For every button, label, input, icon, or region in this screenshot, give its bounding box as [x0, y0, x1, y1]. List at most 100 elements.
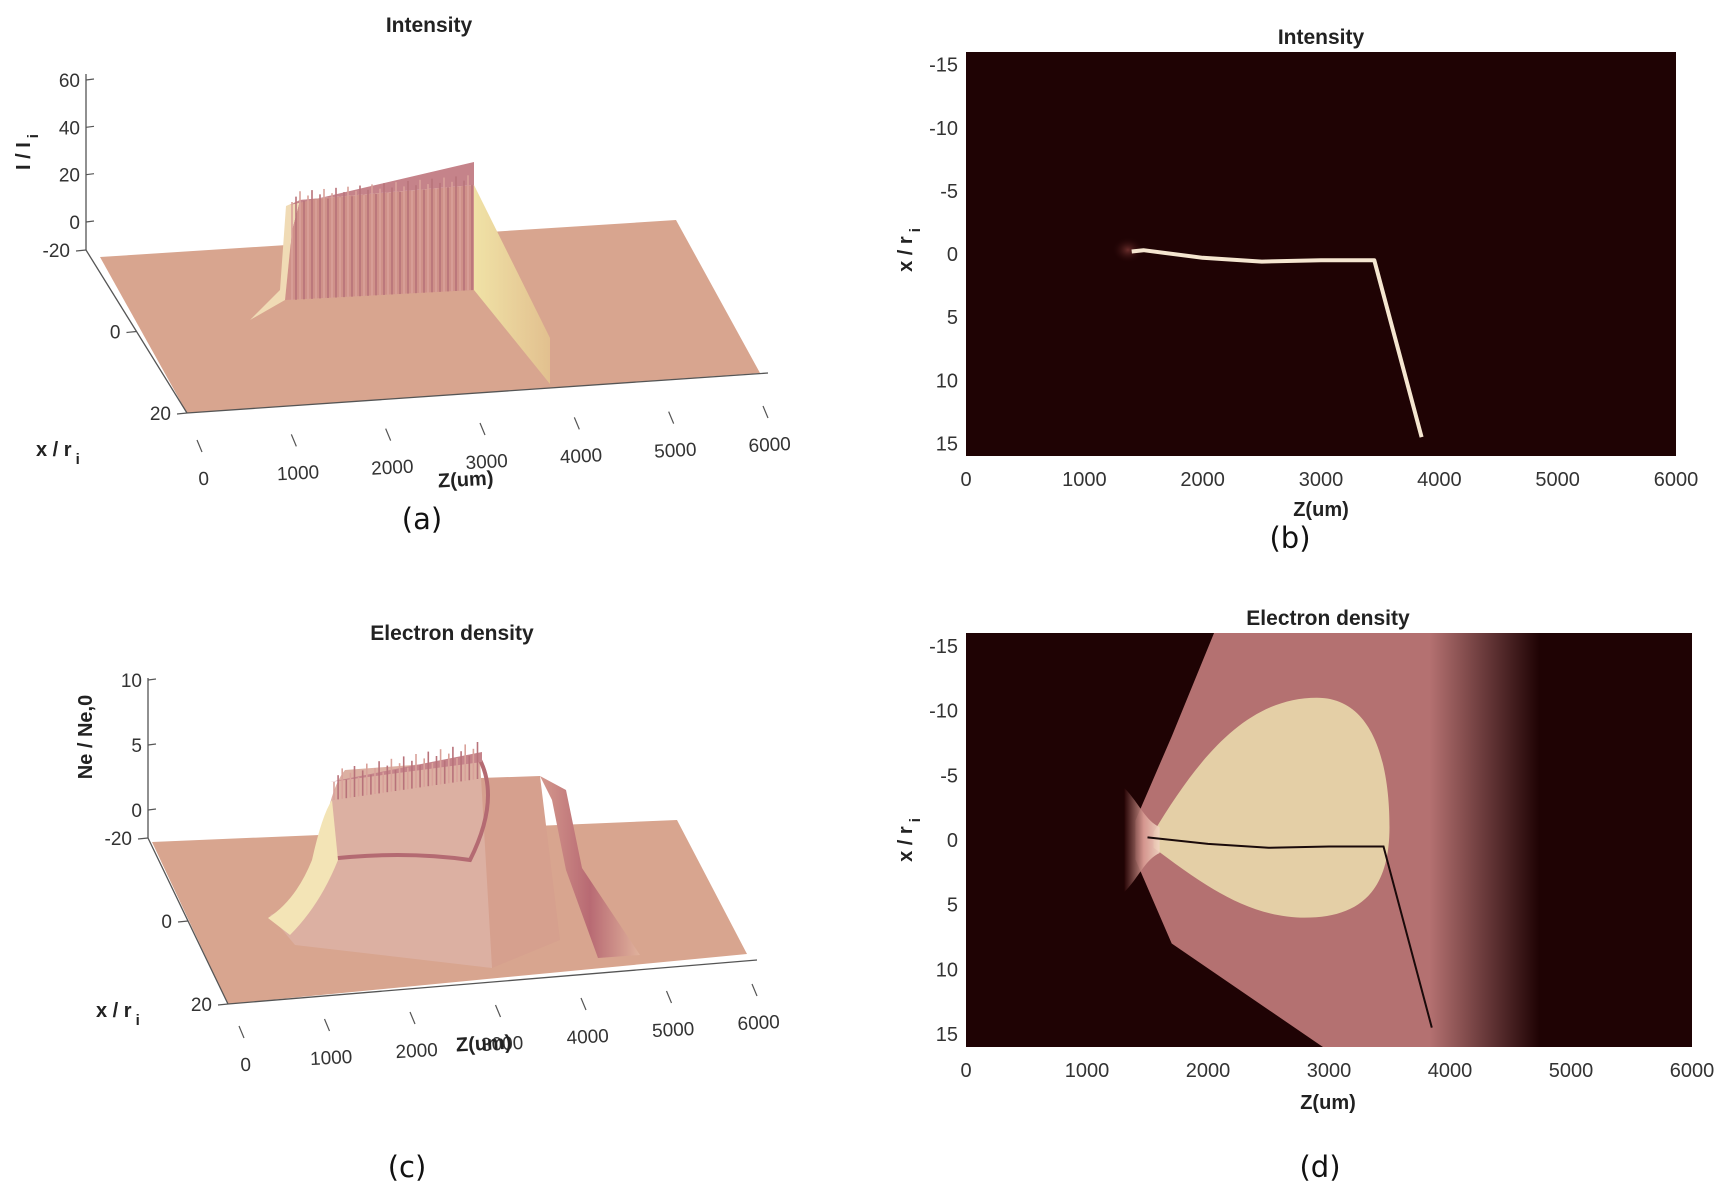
panel-c-caption: (c)	[388, 1150, 427, 1184]
a-y-tickmark	[176, 412, 188, 415]
panel-d: Electron density 0 1000 2000 3000 4000 5000 60…	[895, 607, 1714, 1184]
c-x-tick-label: 4000	[566, 1026, 609, 1049]
c-z-tickmark	[147, 743, 157, 746]
d-x-tick-label: 0	[960, 1060, 971, 1082]
d-y-tick-label: 5	[947, 895, 958, 917]
b-x-tick-label: 3000	[1299, 469, 1344, 491]
b-y-tick-label: -10	[929, 118, 958, 140]
d-y-tick-label: -5	[940, 765, 958, 787]
c-y-tick-label: 20	[191, 995, 212, 1016]
panel-a-caption: (a)	[402, 502, 442, 536]
a-x-tickmark	[290, 434, 297, 447]
c-z-tick-label: 10	[121, 671, 142, 692]
panel-b-caption: (b)	[1269, 521, 1310, 555]
a-x-tick-label: 5000	[654, 440, 697, 463]
b-y-tick-label: 0	[947, 244, 958, 266]
panel-c-zlabel: Ne / Ne,0	[75, 695, 97, 779]
a-x-tickmark	[762, 405, 769, 419]
panel-a-title: Intensity	[386, 14, 473, 37]
panel-a-ridge-highlight	[250, 200, 300, 320]
d-x-tick-label: 5000	[1549, 1060, 1594, 1082]
b-x-tick-label: 4000	[1417, 469, 1462, 491]
panel-d-xlabel: Z(um)	[1300, 1092, 1356, 1114]
panel-d-ylabel: x / ri	[895, 818, 924, 862]
a-y-tickmark	[75, 249, 87, 252]
panel-d-plateau-edge	[1429, 633, 1540, 1047]
panel-c: Electron density 0 1000 2000 3000 4000 5000 60…	[75, 622, 780, 1184]
d-x-tick-label: 2000	[1186, 1060, 1231, 1082]
d-y-tick-label: 10	[936, 959, 958, 981]
panel-c-z-ticks: 0 5 10	[121, 671, 157, 822]
a-z-tickmark	[85, 125, 95, 128]
c-y-tickmark	[137, 837, 149, 840]
a-z-tickmark	[85, 78, 95, 81]
panel-c-core-rim	[319, 759, 490, 863]
a-z-tickmark	[85, 220, 95, 223]
b-y-tick-label: -15	[929, 55, 958, 77]
panel-c-ridge-lines	[333, 742, 479, 800]
panel-b: Intensity 0 1000 2000 3000 4000 5000 6000 -15-…	[895, 26, 1698, 555]
panel-a-x-axis	[186, 372, 769, 414]
b-x-tick-label: 6000	[1654, 469, 1699, 491]
d-y-tick-label: -15	[929, 636, 958, 658]
panel-c-spikes	[330, 752, 482, 782]
c-y-tick-label: -20	[105, 829, 132, 850]
d-x-tick-label: 4000	[1428, 1060, 1473, 1082]
b-y-tick-label: 5	[947, 307, 958, 329]
b-x-tick-label: 2000	[1180, 469, 1225, 491]
panel-b-focus-glow	[1112, 237, 1144, 263]
c-x-tick-label: 2000	[395, 1040, 438, 1063]
panel-a-xlabel: Z(um)	[437, 468, 494, 493]
panel-a-z-ticks: 0 20 40 60	[59, 71, 95, 234]
c-x-tick-label: 1000	[310, 1047, 353, 1070]
c-x-tickmark	[665, 990, 673, 1004]
panel-a-x-ticks: 0 1000 2000 3000 4000 5000 6000	[196, 405, 791, 490]
a-y-tick-label: 20	[150, 404, 171, 425]
panel-d-beam-path	[1147, 836, 1433, 1028]
c-x-tick-label: 6000	[737, 1012, 780, 1035]
c-y-tickmark	[177, 920, 189, 923]
c-x-tickmark	[751, 983, 758, 997]
d-x-tick-label: 3000	[1307, 1060, 1352, 1082]
panel-d-ionization-front	[1124, 788, 1160, 892]
c-z-tickmark	[147, 808, 157, 811]
a-x-tick-label: 3000	[465, 451, 508, 474]
panel-c-x-axis	[227, 959, 758, 1005]
a-x-tickmark	[668, 411, 675, 424]
c-x-tickmark	[409, 1011, 416, 1025]
b-x-tick-label: 0	[960, 469, 971, 491]
d-x-tick-label: 1000	[1065, 1060, 1110, 1082]
a-x-tick-label: 4000	[559, 445, 602, 468]
a-z-tick-label: 40	[59, 118, 80, 139]
panel-c-plateau-ridge	[540, 776, 640, 958]
d-x-tick-label: 6000	[1670, 1060, 1715, 1082]
panel-a: Intensity 0 1000 2000 3000 4000 5000 6000 -200…	[13, 14, 791, 536]
b-x-tick-label: 1000	[1062, 469, 1107, 491]
panel-a-ridge-lines	[291, 175, 473, 300]
panel-d-x-ticks: 0 1000 2000 3000 4000 5000 6000	[960, 1060, 1714, 1082]
c-z-tick-label: 0	[131, 801, 142, 822]
a-x-tickmark	[479, 422, 486, 436]
d-y-tick-label: 15	[936, 1024, 958, 1046]
a-z-tickmark	[85, 173, 95, 176]
a-y-tickmark	[126, 330, 137, 334]
a-z-tick-label: 20	[59, 166, 80, 187]
b-y-tick-label: 15	[936, 433, 958, 455]
a-z-tick-label: 60	[59, 71, 80, 92]
a-y-tick-label: 0	[110, 323, 121, 344]
panel-d-dense-core	[1153, 697, 1390, 918]
a-x-tickmark	[385, 428, 392, 441]
panel-a-ridge-wall	[474, 185, 550, 384]
a-x-tickmark	[196, 439, 203, 453]
panel-c-xlabel: Z(um)	[455, 1032, 512, 1057]
c-x-tickmark	[323, 1018, 331, 1032]
c-x-tick-label: 0	[240, 1055, 252, 1077]
panel-c-y-ticks: -20 0 20	[105, 829, 229, 1016]
panel-a-zlabel: I / Ii	[13, 134, 42, 170]
a-x-tick-label: 1000	[276, 462, 319, 485]
panel-d-caption: (d)	[1299, 1150, 1340, 1184]
a-x-tick-label: 2000	[371, 457, 414, 480]
panel-c-core-highlight	[268, 800, 338, 935]
panel-b-plot-area	[966, 52, 1676, 456]
